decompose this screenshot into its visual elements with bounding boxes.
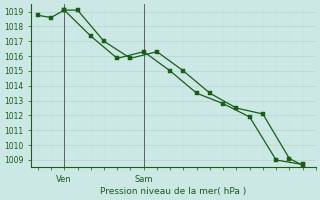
X-axis label: Pression niveau de la mer( hPa ): Pression niveau de la mer( hPa ) (100, 187, 247, 196)
